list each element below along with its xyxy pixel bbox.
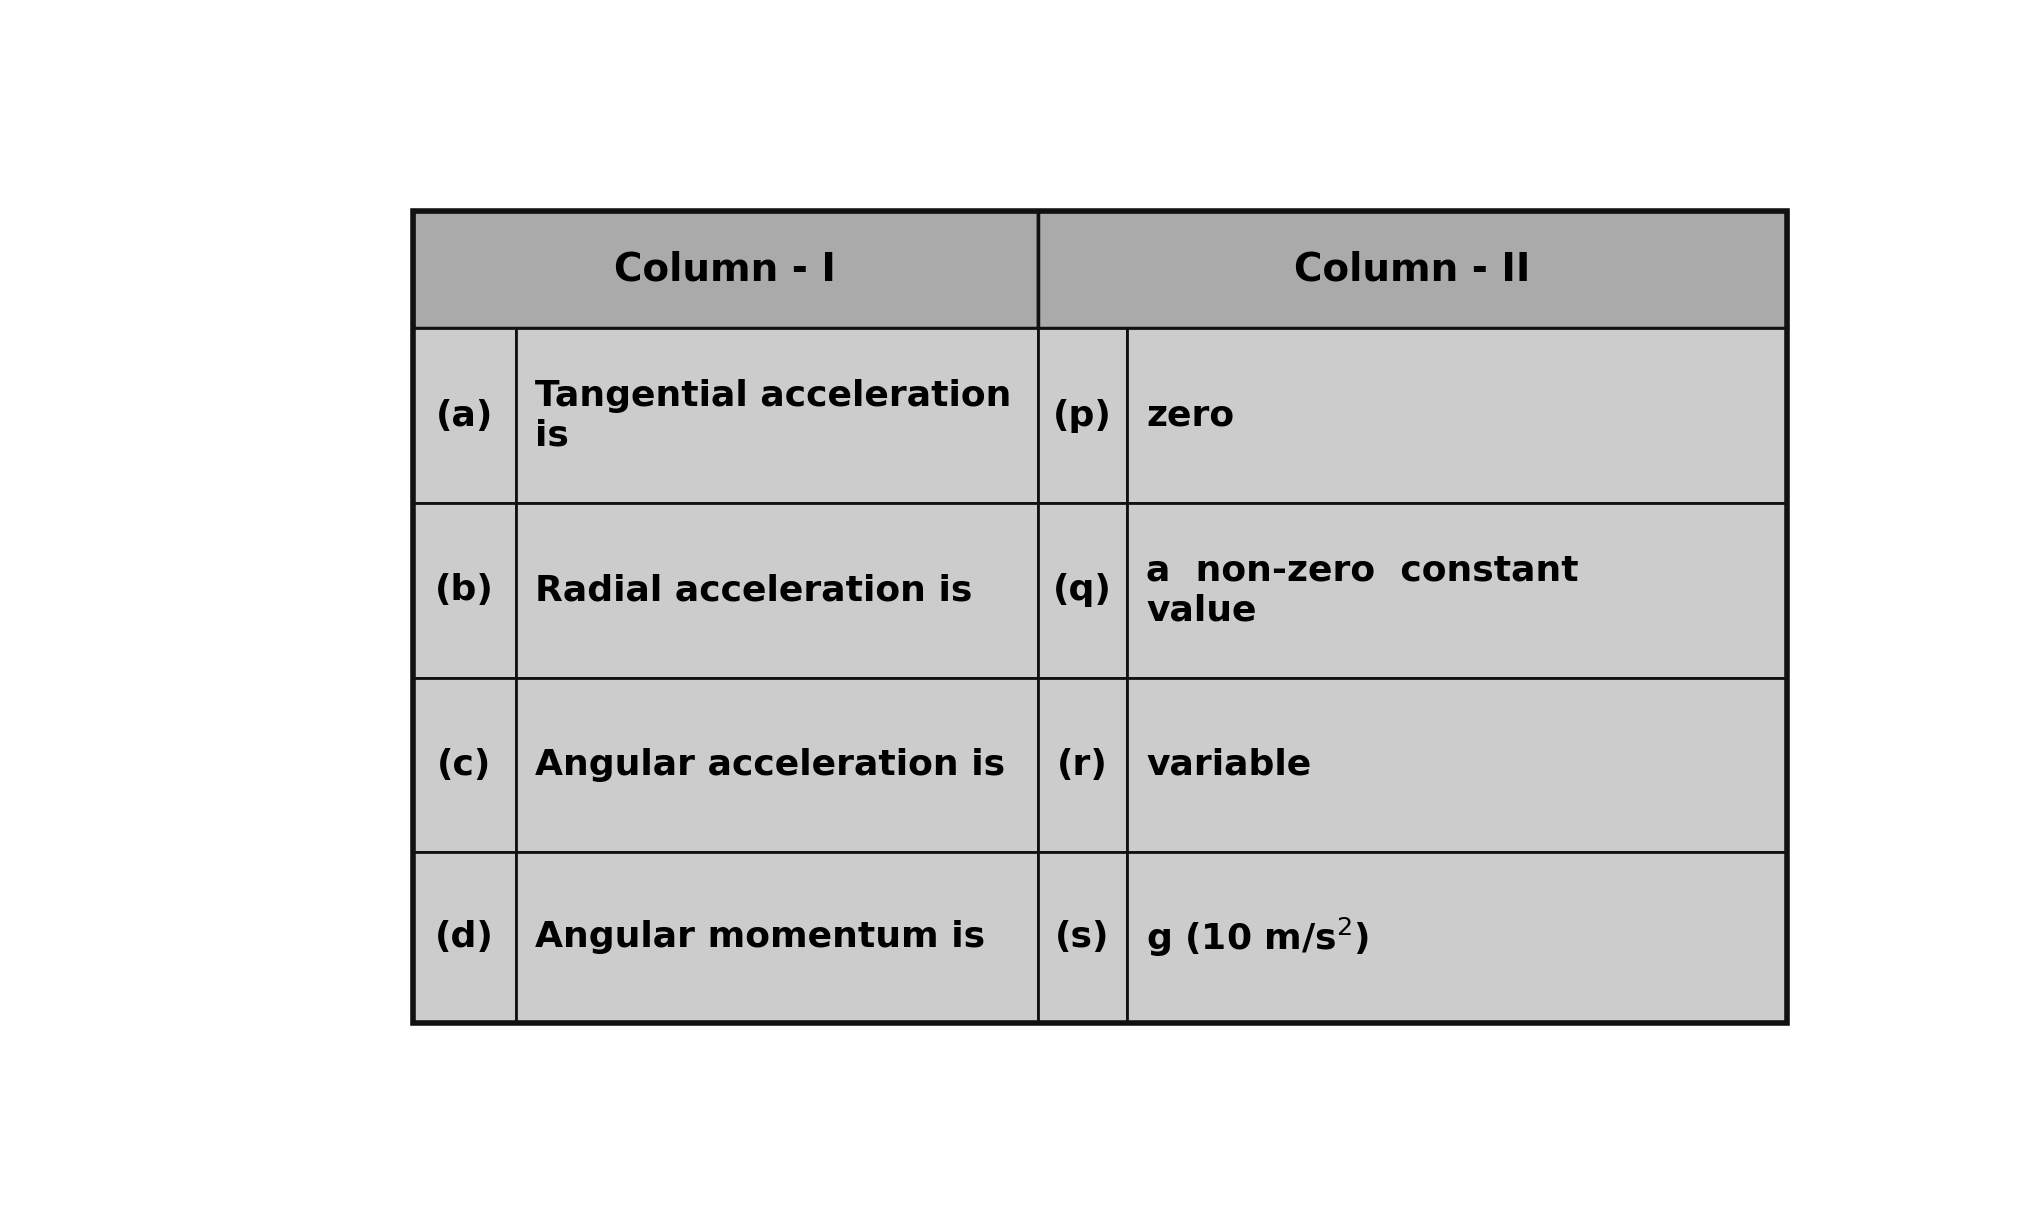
Bar [516,678,1037,852]
Bar [1037,678,1127,852]
Text: (q): (q) [1054,573,1113,607]
Bar [1127,678,1787,852]
Text: Radial acceleration is: Radial acceleration is [534,573,972,607]
Bar [412,211,1787,1023]
Text: (a): (a) [436,399,493,433]
Bar [412,328,516,503]
Text: (d): (d) [434,920,493,954]
Text: (c): (c) [436,748,491,782]
Bar [412,678,516,852]
Bar [516,328,1037,503]
Text: Column - I: Column - I [613,251,836,288]
Bar [1037,211,1787,328]
Text: (b): (b) [434,573,493,607]
Bar [516,852,1037,1023]
Text: Angular acceleration is: Angular acceleration is [534,748,1005,782]
Bar [1127,503,1787,678]
Text: variable: variable [1145,748,1310,782]
Bar [1127,328,1787,503]
Bar [412,852,516,1023]
Bar [516,503,1037,678]
Bar [412,503,516,678]
Text: (p): (p) [1054,399,1113,433]
Bar [1127,852,1787,1023]
Bar [1037,852,1127,1023]
Text: Tangential acceleration
is: Tangential acceleration is [534,379,1011,452]
Bar [412,211,1037,328]
Bar [1037,503,1127,678]
Text: Column - II: Column - II [1294,251,1531,288]
Text: Angular momentum is: Angular momentum is [534,920,984,954]
Text: g (10 m/s$^{2}$): g (10 m/s$^{2}$) [1145,916,1370,959]
Text: zero: zero [1145,399,1235,433]
Text: (r): (r) [1058,748,1109,782]
Text: (s): (s) [1056,920,1111,954]
Bar [1037,328,1127,503]
Text: a  non-zero  constant
value: a non-zero constant value [1145,554,1579,627]
